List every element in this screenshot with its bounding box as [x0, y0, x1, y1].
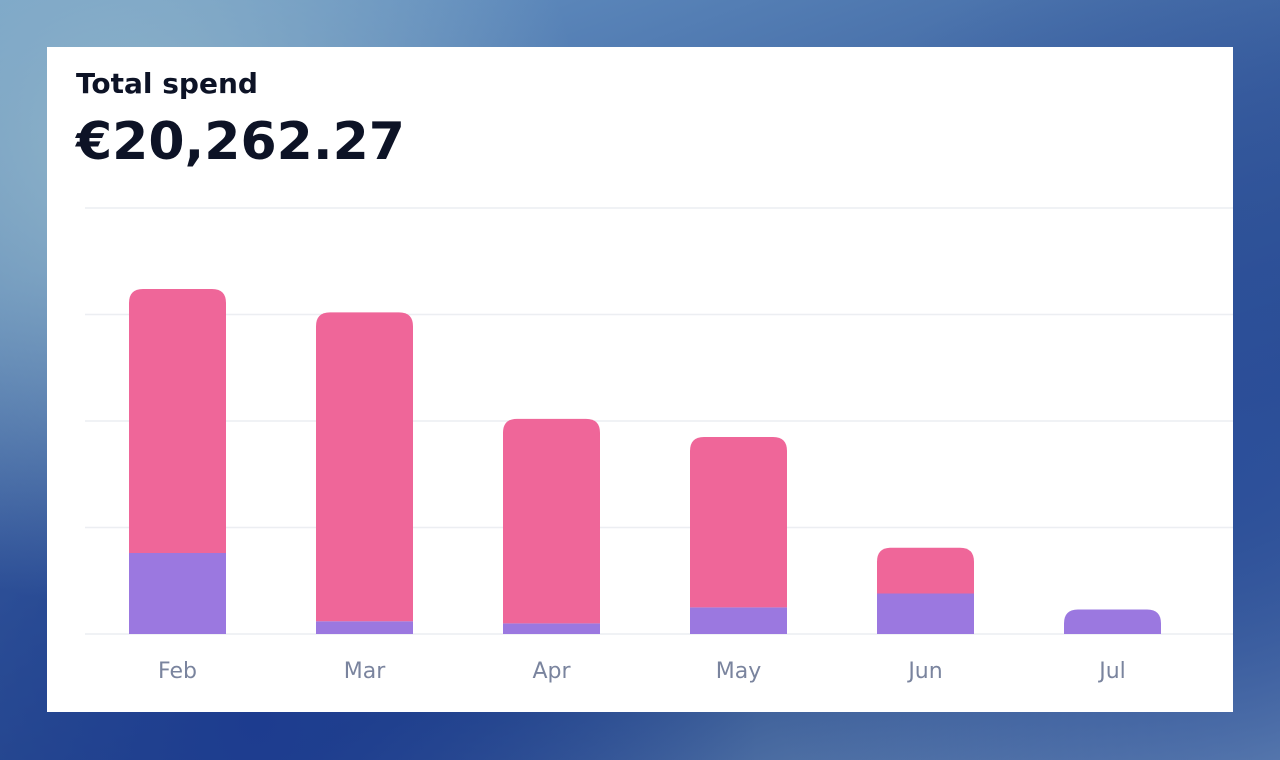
x-tick-label: Apr: [532, 659, 571, 684]
x-tick-label: Mar: [344, 659, 386, 684]
bar-segment: [1064, 609, 1161, 634]
x-tick-label: Jul: [1097, 659, 1126, 684]
bar-segment: [503, 623, 600, 634]
bar-segment: [129, 288, 226, 554]
x-tick-label: Feb: [158, 659, 197, 684]
x-tick-label: Jun: [906, 659, 942, 684]
x-tick-label: May: [716, 659, 761, 684]
bar-segment: [877, 547, 974, 594]
bar-segment: [316, 621, 413, 634]
bar-segment: [316, 312, 413, 622]
bar-segment: [877, 593, 974, 634]
bar-segment: [503, 418, 600, 624]
bar-segment: [690, 607, 787, 634]
chart-title: Total spend: [76, 67, 258, 100]
total-amount: €20,262.27: [75, 112, 405, 172]
bar-segment: [129, 553, 226, 634]
bar-segment: [690, 436, 787, 608]
card: [47, 47, 1233, 712]
